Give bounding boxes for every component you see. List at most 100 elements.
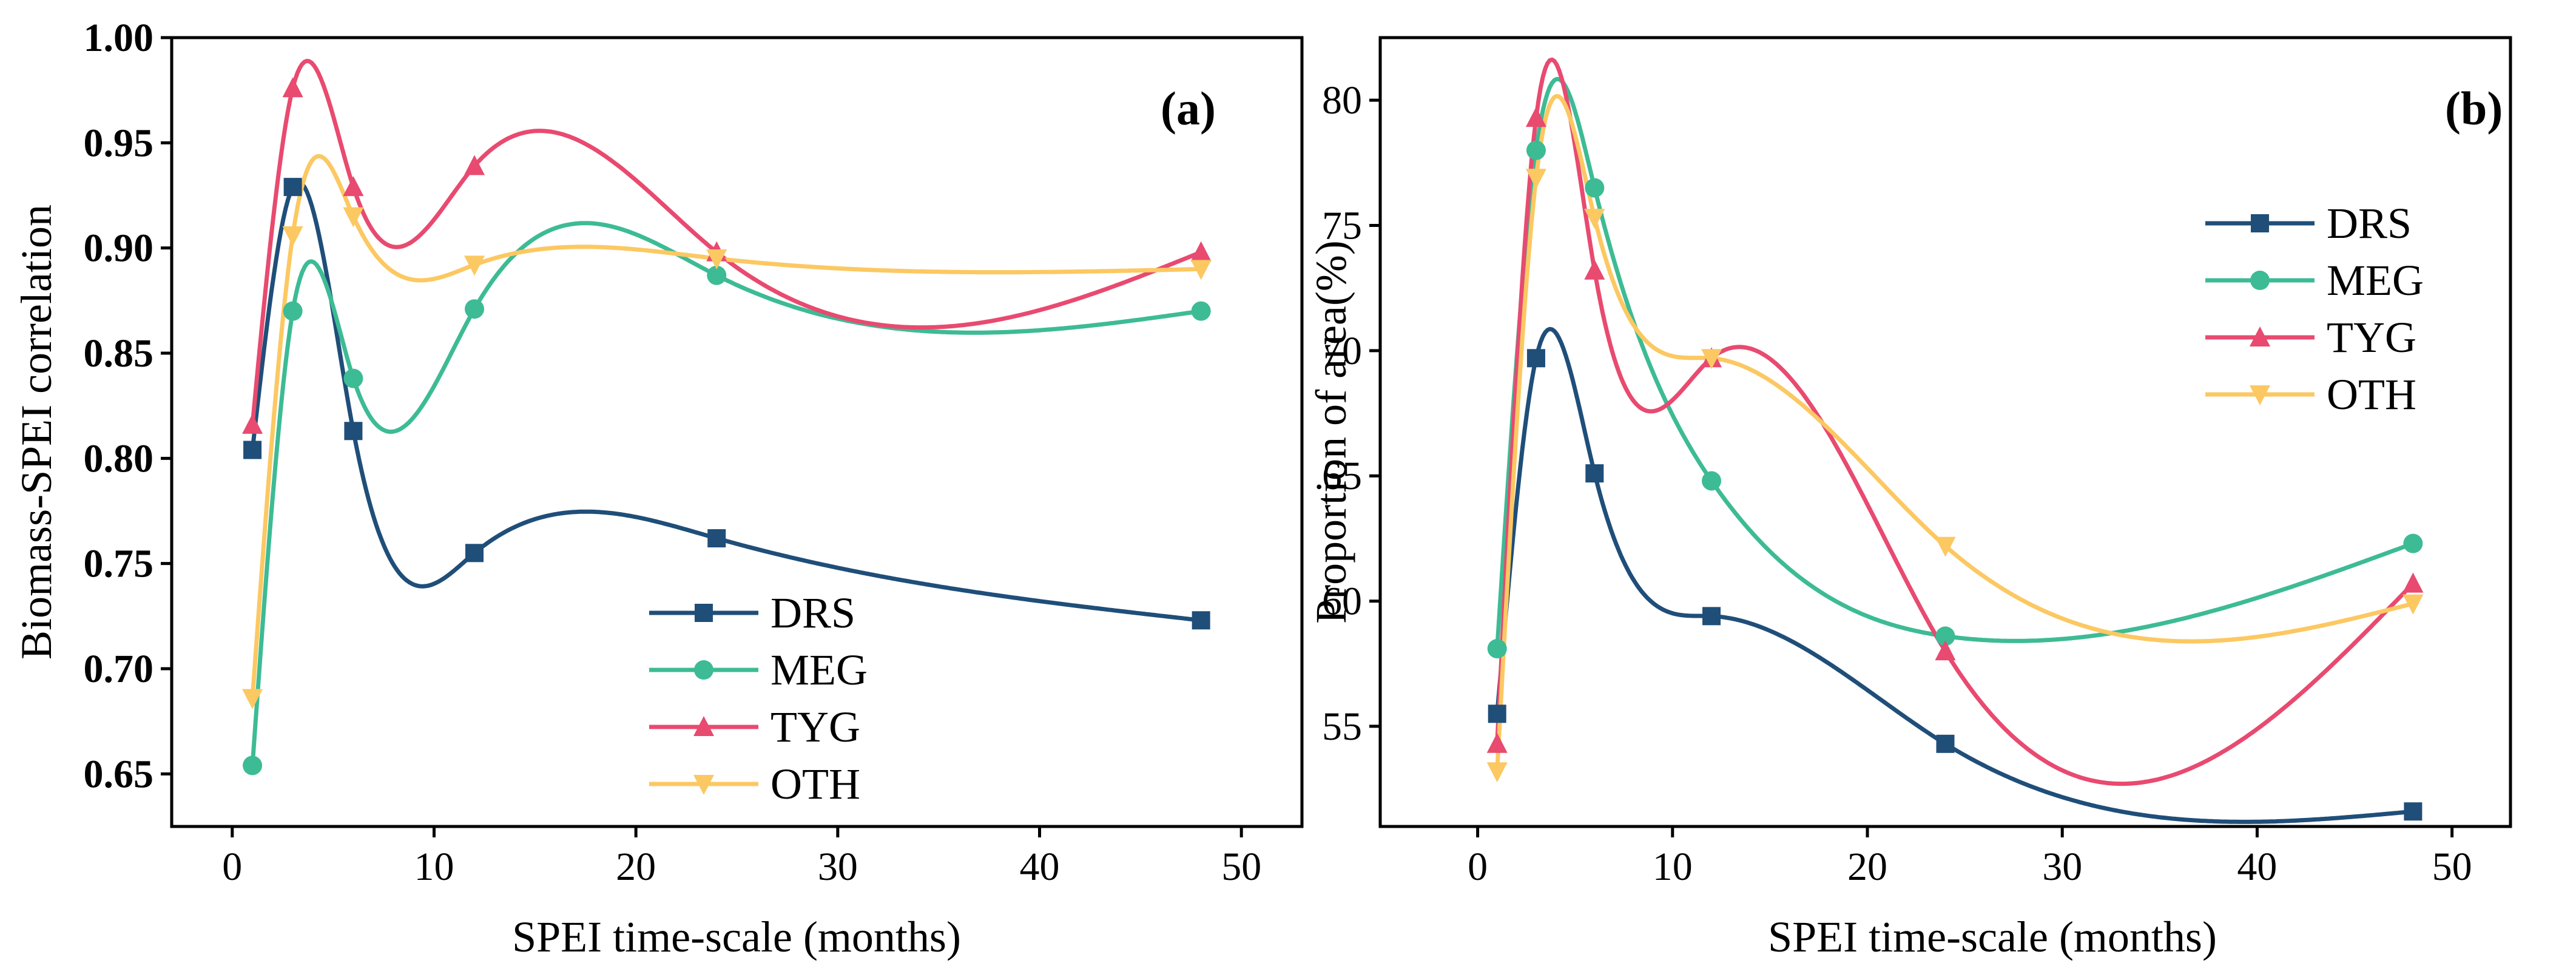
y-tick-label-a: 0.95 <box>84 121 154 165</box>
x-tick-label-a: 40 <box>1020 845 1060 889</box>
data-point-tyg-b <box>2402 572 2424 593</box>
data-point-meg-a <box>707 265 727 285</box>
data-point-meg-a <box>343 368 363 388</box>
panel-label-a: (a) <box>1161 82 1216 135</box>
y-tick-label-a: 0.80 <box>84 436 154 481</box>
data-point-tyg-b <box>1486 732 1508 753</box>
y-tick-label-b: 80 <box>1322 78 1362 123</box>
y-tick-label-a: 0.90 <box>84 226 154 271</box>
data-point-oth-b <box>1486 762 1508 783</box>
data-point-drs-b <box>1702 607 1721 626</box>
data-point-oth-a <box>1190 260 1212 280</box>
legend-label-drs: DRS <box>770 589 855 637</box>
legend-label-meg: MEG <box>770 646 868 694</box>
legend-b: DRS MEG TYG OTH <box>2205 199 2424 419</box>
y-tick-label-a: 1.00 <box>84 16 154 60</box>
plot-frame-b <box>1378 36 2512 828</box>
plot-frame-a <box>170 36 1304 828</box>
legend-label-tyg: TYG <box>770 703 860 751</box>
ticks-b: 0 10 20 30 40 50 55 60 65 70 75 80 <box>1322 78 2472 889</box>
series-line-meg-a <box>250 221 1204 768</box>
data-point-meg-b <box>1526 140 1546 160</box>
legend-marker-drs <box>695 604 713 622</box>
legend-label-oth: OTH <box>2327 370 2416 419</box>
data-point-meg-b <box>1702 471 1722 491</box>
legend-marker-tyg <box>693 716 714 736</box>
x-tick-label-b: 30 <box>2042 845 2082 889</box>
x-tick-label-a: 20 <box>616 845 656 889</box>
data-point-oth-a <box>242 689 263 709</box>
data-point-drs-a <box>465 544 484 563</box>
y-tick-label-a: 0.70 <box>84 647 154 691</box>
data-point-tyg-a <box>282 77 303 98</box>
data-point-tyg-b <box>1525 107 1546 127</box>
legend-label-drs: DRS <box>2327 199 2412 248</box>
data-point-meg-a <box>1191 301 1211 321</box>
data-point-meg-b <box>1935 626 1955 646</box>
x-tick-label-a: 30 <box>818 845 858 889</box>
data-point-drs-a <box>283 178 302 197</box>
legend-marker-meg <box>2250 271 2270 290</box>
legend-marker-drs <box>2251 214 2269 232</box>
x-tick-label-b: 40 <box>2237 845 2277 889</box>
data-point-oth-a <box>464 255 485 276</box>
data-point-drs-b <box>2404 802 2423 821</box>
y-tick-label-a: 0.75 <box>84 542 154 586</box>
data-point-meg-a <box>465 299 485 319</box>
y-tick-label-b: 70 <box>1322 329 1362 373</box>
data-point-tyg-a <box>343 176 364 197</box>
series-line-drs-a <box>250 180 1204 623</box>
data-point-meg-a <box>283 301 303 321</box>
data-point-oth-b <box>1584 209 1605 229</box>
data-point-drs-a <box>243 441 262 459</box>
legend-marker-tyg <box>2250 326 2270 346</box>
data-point-oth-b <box>1525 169 1546 189</box>
x-axis-title-b: SPEI time-scale (months) <box>1768 913 2217 961</box>
data-point-drs-b <box>1585 464 1604 483</box>
data-point-oth-a <box>706 249 727 269</box>
y-axis-title-a: Biomass-SPEI correlation <box>12 204 61 660</box>
y-axis-title-b: Proportion of area(%) <box>1307 240 1355 624</box>
x-tick-label-a: 50 <box>1221 845 1261 889</box>
y-tick-label-a: 0.85 <box>84 331 154 376</box>
data-point-tyg-b <box>1935 640 1956 661</box>
y-tick-label-b: 60 <box>1322 580 1362 624</box>
data-point-tyg-a <box>1190 241 1212 262</box>
data-point-drs-b <box>1936 734 1955 753</box>
legend-marker-oth <box>693 775 714 795</box>
data-point-meg-b <box>1487 638 1507 658</box>
data-point-tyg-a <box>464 155 485 175</box>
legend-label-meg: MEG <box>2327 256 2424 305</box>
legend-label-tyg: TYG <box>2327 313 2416 362</box>
data-point-meg-b <box>2403 533 2423 553</box>
panel-b: 0 10 20 30 40 50 55 60 65 70 75 80 (b) SPEI time-sc… <box>1307 36 2512 961</box>
legend-label-oth: OTH <box>770 760 860 808</box>
data-point-drs-a <box>707 529 726 548</box>
series-line-oth-b <box>1495 93 2415 774</box>
data-point-drs-b <box>1488 705 1506 723</box>
series-markers-a <box>242 77 1212 776</box>
series-line-oth-a <box>250 154 1204 700</box>
panel-label-b: (b) <box>2445 82 2503 135</box>
legend-a: DRS MEG TYG OTH <box>649 589 868 808</box>
data-point-tyg-a <box>242 413 263 434</box>
data-point-meg-a <box>243 755 263 776</box>
data-point-tyg-b <box>1584 259 1605 280</box>
series-lines-a <box>250 58 1204 768</box>
y-tick-label-b: 65 <box>1322 454 1362 498</box>
series-line-meg-b <box>1495 76 2415 651</box>
series-line-drs-b <box>1495 326 2415 824</box>
x-axis-title-a: SPEI time-scale (months) <box>512 913 961 961</box>
data-point-oth-b <box>2402 594 2424 615</box>
data-point-drs-b <box>1526 349 1545 368</box>
data-point-drs-a <box>1192 611 1210 630</box>
x-tick-label-b: 10 <box>1653 845 1693 889</box>
data-point-drs-a <box>344 422 363 441</box>
data-point-oth-a <box>282 226 303 246</box>
x-tick-label-b: 20 <box>1847 845 1887 889</box>
legend-marker-oth <box>2250 385 2270 405</box>
data-point-oth-b <box>1701 349 1722 370</box>
panel-a: 0 10 20 30 40 50 0.65 0.70 0.75 0.80 0.85 0.90 0.95 1… <box>12 16 1304 961</box>
series-markers-b <box>1486 107 2424 821</box>
